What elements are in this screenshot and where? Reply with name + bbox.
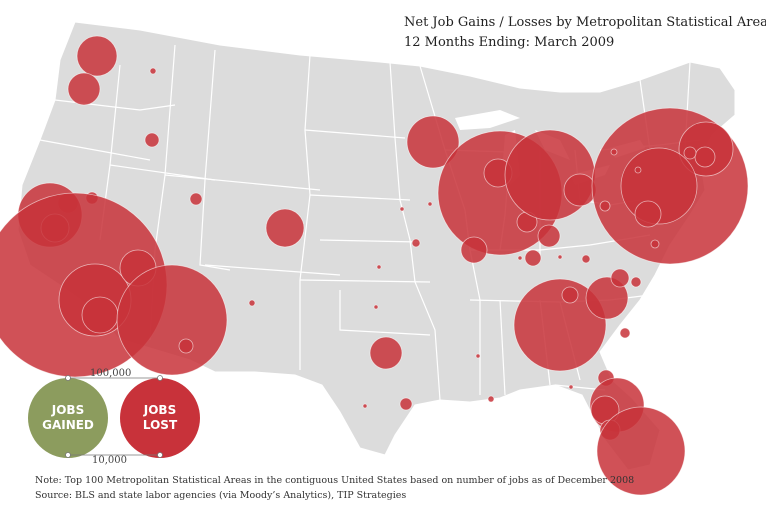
job-loss-bubbles — [0, 35, 749, 496]
bubble — [81, 296, 119, 334]
bubble — [369, 336, 403, 370]
bubble — [581, 254, 591, 264]
map-title: Net Job Gains / Losses by Metropolitan S… — [404, 13, 766, 53]
bubble — [149, 67, 157, 75]
bubble — [585, 276, 629, 320]
legend-scale-small: 10,000 — [92, 455, 127, 466]
bubble — [487, 395, 495, 403]
bubble — [475, 353, 481, 359]
bubble — [537, 224, 561, 248]
bubble — [427, 201, 433, 207]
bubble — [376, 264, 382, 270]
bubble — [599, 200, 611, 212]
bubble — [610, 148, 618, 156]
bubble — [619, 327, 631, 339]
bubble — [563, 173, 597, 207]
bubble — [144, 132, 160, 148]
bubble — [362, 403, 368, 409]
legend-lost-circle — [120, 378, 200, 458]
legend-lost-label: JOBS LOST — [142, 403, 178, 432]
legend-gained-label: JOBS GAINED — [42, 403, 94, 432]
bubble — [634, 166, 642, 174]
bubble — [524, 249, 542, 267]
bubble — [634, 200, 662, 228]
bubble — [406, 115, 460, 169]
title-line-1: Net Job Gains / Losses by Metropolitan S… — [404, 15, 766, 30]
bubble — [373, 304, 379, 310]
bubble — [610, 268, 630, 288]
bubble — [561, 286, 579, 304]
title-line-2: 12 Months Ending: March 2009 — [404, 35, 615, 50]
bubble — [650, 239, 660, 249]
bubble — [116, 264, 228, 376]
bubble — [67, 72, 101, 106]
bubble — [178, 338, 194, 354]
legend-graphic — [28, 375, 200, 458]
bubble — [189, 192, 203, 206]
footnote-source: Source: BLS and state labor agencies (vi… — [35, 490, 407, 501]
bubble — [557, 254, 563, 260]
bubble — [517, 255, 523, 261]
bubble — [596, 406, 686, 496]
bubble — [460, 236, 488, 264]
bubble — [411, 238, 421, 248]
bubble — [694, 146, 716, 168]
bubble — [568, 384, 574, 390]
bubble — [248, 299, 256, 307]
bubble — [683, 146, 697, 160]
legend-gained-circle — [28, 378, 108, 458]
bubble — [630, 276, 642, 288]
footnote-note: Note: Top 100 Metropolitan Statistical A… — [35, 475, 635, 486]
legend-scale-large: 100,000 — [90, 368, 132, 379]
bubble — [513, 278, 607, 372]
bubble — [265, 208, 305, 248]
bubble — [399, 397, 413, 411]
bubble — [399, 206, 405, 212]
bubble — [76, 35, 118, 77]
